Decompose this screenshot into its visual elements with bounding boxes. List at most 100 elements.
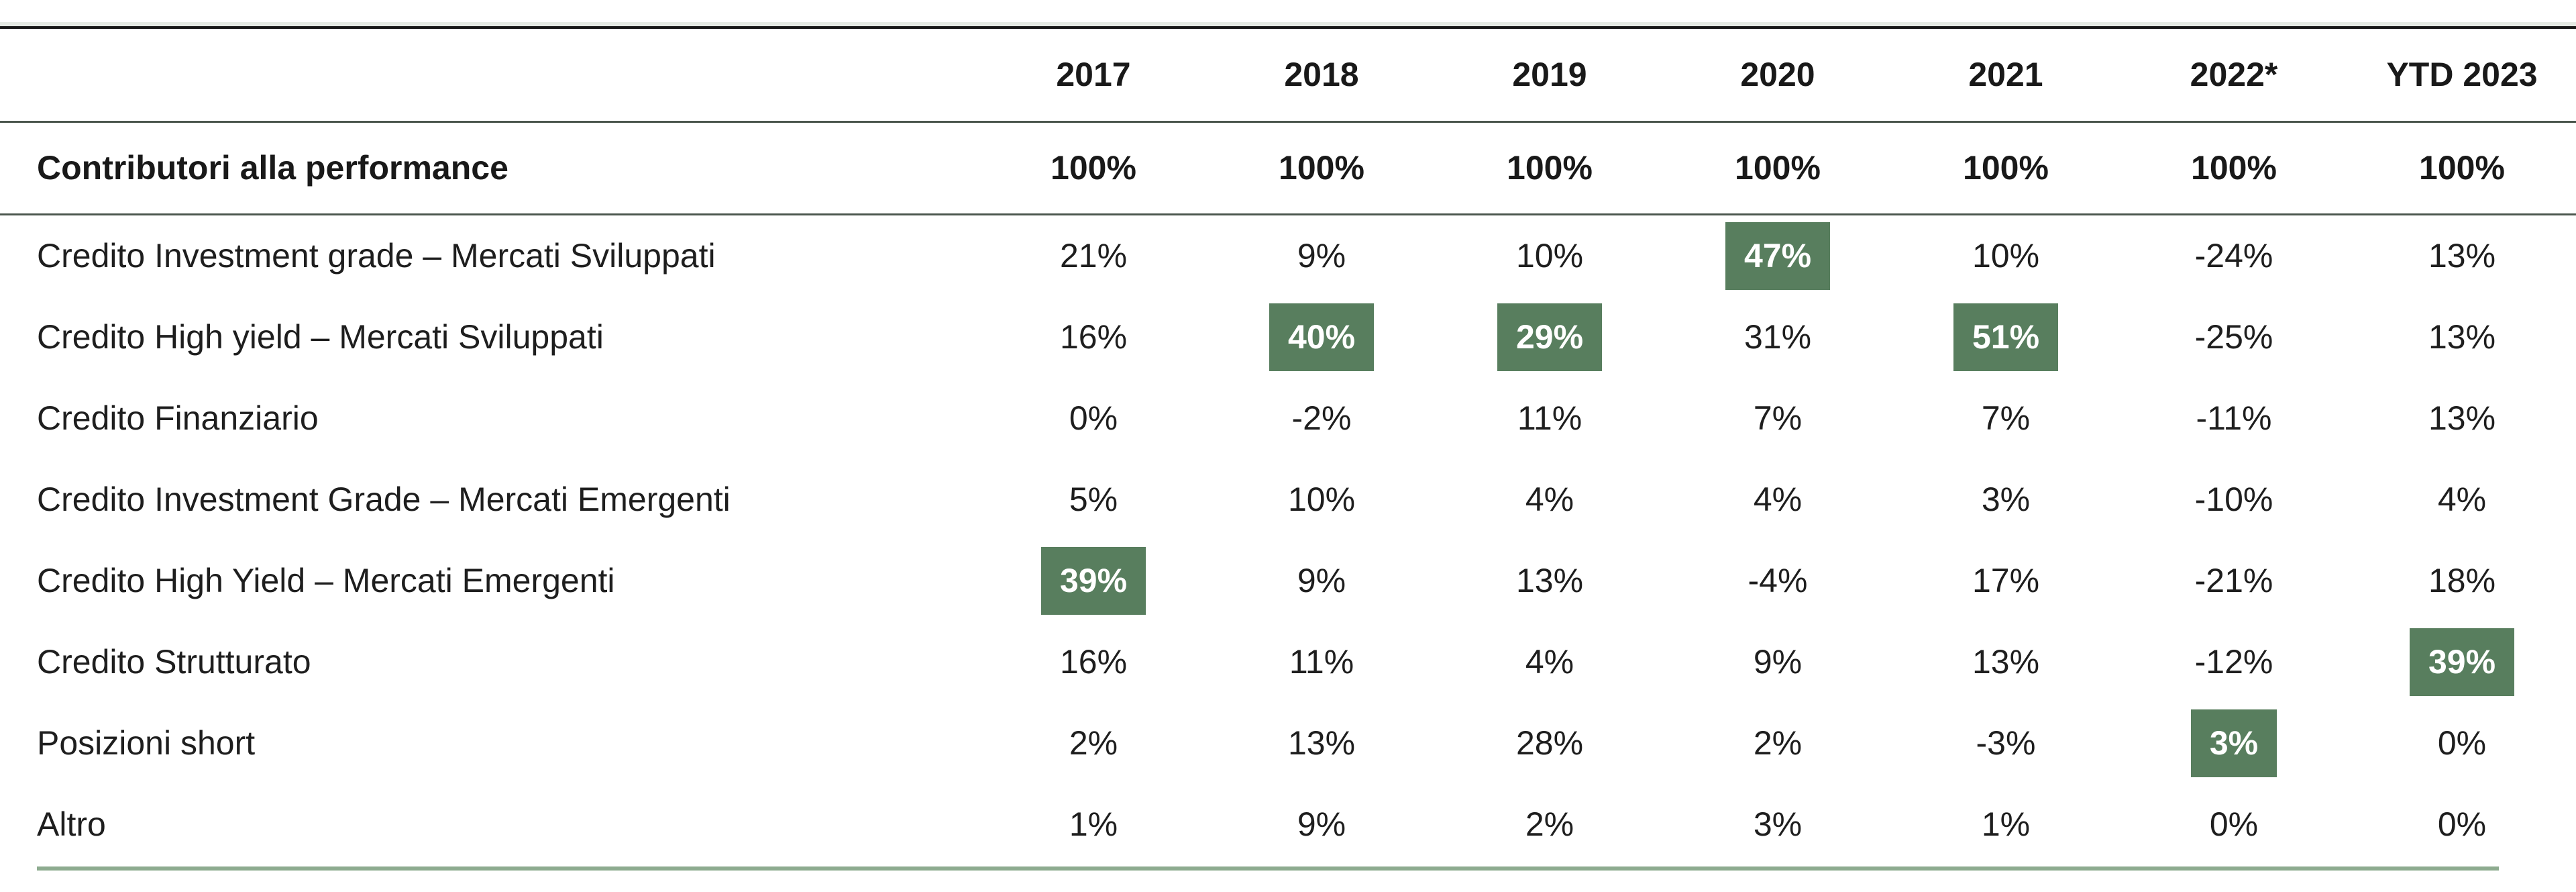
- value-cell: 51%: [1892, 303, 2120, 371]
- row-label: Credito Investment Grade – Mercati Emerg…: [37, 481, 731, 518]
- value-cell: 7%: [1753, 399, 1803, 437]
- value-cell: 9%: [1297, 562, 1346, 599]
- value-cell: 16%: [1059, 643, 1128, 681]
- years-header-row: 2017 2018 2019 2020 2021 2022* YTD 2023: [0, 29, 2576, 121]
- value-cell: 10%: [1515, 237, 1584, 275]
- value-cell: 1%: [1981, 805, 2031, 843]
- row-label: Credito Investment grade – Mercati Svilu…: [37, 237, 716, 275]
- value-cell: 2%: [1753, 724, 1803, 762]
- total-divider-line: [0, 213, 2576, 215]
- value-cell: 3%: [2120, 709, 2348, 777]
- highlighted-value: 39%: [1040, 547, 1146, 615]
- total-value-cell: 100%: [1507, 149, 1593, 187]
- table-body: Credito Investment grade – Mercati Svilu…: [0, 215, 2576, 865]
- year-column-header: 2022*: [2190, 56, 2278, 93]
- highlighted-value: 47%: [1725, 222, 1831, 290]
- year-column-header: YTD 2023: [2386, 56, 2538, 93]
- value-cell: 21%: [1059, 237, 1128, 275]
- value-cell: 3%: [1981, 481, 2031, 518]
- row-label: Credito High Yield – Mercati Emergenti: [37, 562, 615, 599]
- year-column-header: 2021: [1968, 56, 2043, 93]
- value-cell: 0%: [1069, 399, 1118, 437]
- table-bottom-border: [37, 866, 2499, 871]
- value-cell: 28%: [1515, 724, 1584, 762]
- value-cell: -12%: [2194, 643, 2273, 681]
- table-row: Credito Investment Grade – Mercati Emerg…: [0, 459, 2576, 540]
- row-label: Altro: [37, 805, 106, 843]
- total-value-cell: 100%: [2419, 149, 2505, 187]
- highlighted-value: 29%: [1497, 303, 1603, 371]
- value-cell: 9%: [1297, 805, 1346, 843]
- value-cell: -4%: [1748, 562, 1808, 599]
- table-row: Credito High yield – Mercati Sviluppati 1…: [0, 297, 2576, 378]
- total-value-cell: 100%: [1279, 149, 1364, 187]
- value-cell: -24%: [2194, 237, 2273, 275]
- row-label: Credito High yield – Mercati Sviluppati: [37, 318, 604, 356]
- value-cell: 5%: [1069, 481, 1118, 518]
- value-cell: 13%: [2428, 318, 2496, 356]
- header-divider-line: [0, 121, 2576, 123]
- value-cell: 9%: [1753, 643, 1803, 681]
- value-cell: 4%: [2437, 481, 2487, 518]
- total-value-cell: 100%: [1051, 149, 1136, 187]
- value-cell: 13%: [1515, 562, 1584, 599]
- value-cell: -10%: [2194, 481, 2273, 518]
- highlighted-value: 40%: [1269, 303, 1375, 371]
- value-cell: 17%: [1972, 562, 2040, 599]
- highlighted-value: 39%: [2409, 628, 2515, 696]
- value-cell: 31%: [1743, 318, 1812, 356]
- total-row: Contributori alla performance 100% 100% 10…: [0, 123, 2576, 213]
- year-column-header: 2020: [1740, 56, 1815, 93]
- table-row: Credito Finanziario 0% -2% 11% 7% 7% -11% 13%: [0, 378, 2576, 459]
- total-value-cell: 100%: [2191, 149, 2277, 187]
- value-cell: 18%: [2428, 562, 2496, 599]
- value-cell: 9%: [1297, 237, 1346, 275]
- year-column-header: 2019: [1512, 56, 1587, 93]
- contributors-table: 2017 2018 2019 2020 2021 2022* YTD 2023 Contri…: [0, 22, 2576, 871]
- value-cell: 2%: [1069, 724, 1118, 762]
- value-cell: 40%: [1208, 303, 1436, 371]
- total-value-cell: 100%: [1963, 149, 2049, 187]
- value-cell: 1%: [1069, 805, 1118, 843]
- table-top-border-dark: [0, 26, 2576, 29]
- value-cell: 4%: [1753, 481, 1803, 518]
- value-cell: 0%: [2437, 805, 2487, 843]
- total-value-cell: 100%: [1735, 149, 1821, 187]
- total-row-label: Contributori alla performance: [37, 149, 508, 187]
- value-cell: -3%: [1976, 724, 2036, 762]
- highlighted-value: 3%: [2190, 709, 2277, 777]
- value-cell: 4%: [1525, 643, 1574, 681]
- value-cell: 13%: [2428, 237, 2496, 275]
- table-row: Altro 1% 9% 2% 3% 1% 0% 0%: [0, 784, 2576, 865]
- value-cell: 39%: [979, 547, 1208, 615]
- row-label: Credito Strutturato: [37, 643, 311, 681]
- value-cell: 29%: [1436, 303, 1664, 371]
- value-cell: 13%: [2428, 399, 2496, 437]
- year-column-header: 2017: [1056, 56, 1131, 93]
- value-cell: 2%: [1525, 805, 1574, 843]
- value-cell: -21%: [2194, 562, 2273, 599]
- table-row: Credito High Yield – Mercati Emergenti 39…: [0, 540, 2576, 622]
- value-cell: 11%: [1517, 399, 1582, 437]
- value-cell: 13%: [1972, 643, 2040, 681]
- value-cell: 10%: [1972, 237, 2040, 275]
- value-cell: 47%: [1664, 222, 1892, 290]
- row-label: Credito Finanziario: [37, 399, 319, 437]
- table-row: Credito Strutturato 16% 11% 4% 9% 13% -12% 39%: [0, 622, 2576, 703]
- value-cell: 0%: [2437, 724, 2487, 762]
- value-cell: -25%: [2194, 318, 2273, 356]
- table-top-border-light: [0, 22, 2576, 26]
- value-cell: 4%: [1525, 481, 1574, 518]
- year-column-header: 2018: [1284, 56, 1359, 93]
- highlighted-value: 51%: [1953, 303, 2059, 371]
- value-cell: 16%: [1059, 318, 1128, 356]
- value-cell: 3%: [1753, 805, 1803, 843]
- value-cell: -11%: [2196, 399, 2272, 437]
- value-cell: 11%: [1289, 643, 1354, 681]
- table-row: Credito Investment grade – Mercati Svilu…: [0, 215, 2576, 297]
- value-cell: -2%: [1291, 399, 1352, 437]
- table-row: Posizioni short 2% 13% 28% 2% -3% 3% 0%: [0, 703, 2576, 784]
- value-cell: 10%: [1287, 481, 1356, 518]
- value-cell: 39%: [2348, 628, 2576, 696]
